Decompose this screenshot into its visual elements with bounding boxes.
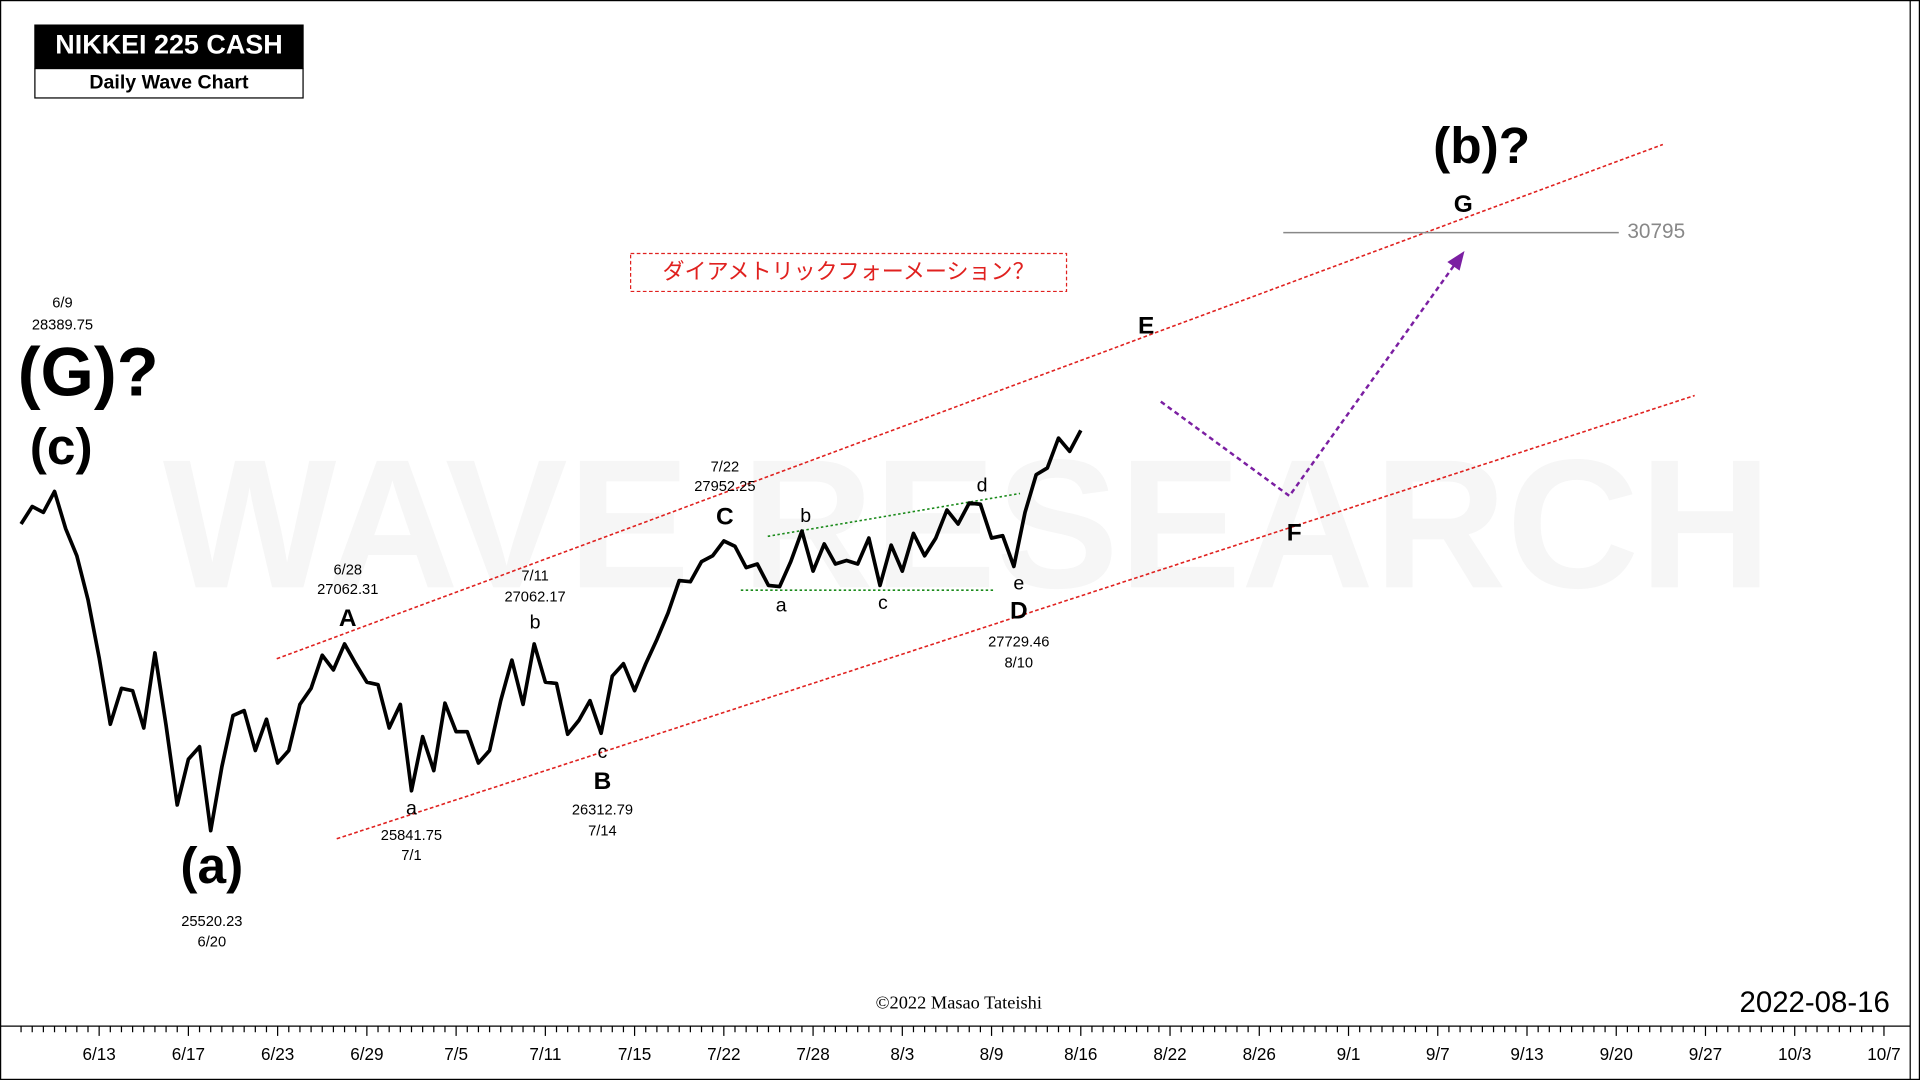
annotation: 6/20 bbox=[198, 935, 227, 951]
projection-path bbox=[1160, 263, 1456, 498]
wave-label: b bbox=[530, 611, 541, 633]
target-level-label: 30795 bbox=[1627, 220, 1685, 243]
x-tick-label: 7/5 bbox=[444, 1044, 468, 1064]
annotation: 27062.17 bbox=[504, 589, 565, 605]
copyright: ©2022 Masao Tateishi bbox=[876, 992, 1042, 1012]
wave-label: (c) bbox=[30, 417, 93, 475]
wave-label: F bbox=[1287, 519, 1302, 546]
wave-label: G bbox=[1454, 191, 1473, 218]
x-tick-label: 7/11 bbox=[529, 1044, 561, 1064]
chart-date: 2022-08-16 bbox=[1740, 986, 1890, 1019]
annotation: 7/11 bbox=[521, 569, 549, 585]
lower-trend-line bbox=[336, 394, 1695, 840]
pattern-label-box bbox=[630, 252, 1068, 293]
x-tick-label: 6/17 bbox=[172, 1044, 205, 1064]
wave-label: a bbox=[776, 594, 787, 616]
annotation: 27952.25 bbox=[694, 479, 755, 495]
watermark: WAVE RESEARCH bbox=[163, 421, 1772, 626]
wave-label: d bbox=[977, 474, 988, 496]
price-line bbox=[19, 429, 1083, 833]
annotation: 28389.75 bbox=[32, 318, 93, 334]
annotation: 25520.23 bbox=[181, 914, 242, 930]
wave-label: B bbox=[594, 768, 612, 795]
chart-subtitle: Daily Wave Chart bbox=[89, 71, 249, 93]
wave-label: A bbox=[339, 605, 357, 632]
x-tick-label: 8/3 bbox=[890, 1044, 914, 1064]
x-tick-label: 8/26 bbox=[1243, 1044, 1276, 1064]
annotation: 26312.79 bbox=[572, 802, 633, 818]
x-tick-label: 8/16 bbox=[1064, 1044, 1097, 1064]
wave-label: (a) bbox=[180, 836, 243, 894]
wave-label: C bbox=[716, 503, 734, 530]
x-tick-label: 9/20 bbox=[1600, 1044, 1633, 1064]
chart-title: NIKKEI 225 CASH bbox=[55, 30, 282, 60]
x-tick-label: 10/3 bbox=[1778, 1044, 1811, 1064]
x-tick-label: 6/13 bbox=[82, 1044, 115, 1064]
x-tick-label: 9/1 bbox=[1337, 1044, 1361, 1064]
annotation: 6/28 bbox=[333, 562, 362, 578]
x-tick-label: 9/7 bbox=[1426, 1044, 1450, 1064]
x-tick-label: 10/7 bbox=[1867, 1044, 1900, 1064]
x-tick-label: 8/9 bbox=[980, 1044, 1004, 1064]
annotation: 7/14 bbox=[588, 823, 617, 839]
wave-label: c bbox=[598, 741, 608, 763]
annotation: 27062.31 bbox=[317, 582, 378, 598]
x-tick-label: 9/27 bbox=[1689, 1044, 1722, 1064]
wave-label: a bbox=[406, 798, 417, 820]
upper-trend-line bbox=[276, 143, 1664, 660]
x-tick-label: 6/29 bbox=[350, 1044, 383, 1064]
wave-label: e bbox=[1013, 572, 1024, 594]
wave-label: (G)? bbox=[18, 333, 159, 410]
x-tick-label: 8/22 bbox=[1153, 1044, 1186, 1064]
x-tick-label: 7/22 bbox=[707, 1044, 740, 1064]
wave-label: (b)? bbox=[1433, 116, 1530, 174]
title-box bbox=[34, 24, 304, 69]
annotation: 25841.75 bbox=[381, 828, 442, 844]
upper-range-line bbox=[767, 492, 1021, 538]
wave-label: D bbox=[1010, 598, 1028, 625]
x-tick-label: 6/23 bbox=[261, 1044, 294, 1064]
annotation: 27729.46 bbox=[988, 635, 1049, 651]
annotation: 7/1 bbox=[401, 848, 421, 864]
annotation: 7/22 bbox=[711, 460, 740, 476]
wave-label: c bbox=[878, 592, 888, 614]
wave-label: E bbox=[1138, 312, 1154, 339]
x-tick-label: 7/15 bbox=[618, 1044, 651, 1064]
projection-arrowhead bbox=[1447, 251, 1465, 271]
annotation: 6/9 bbox=[52, 296, 72, 312]
annotation: 8/10 bbox=[1004, 656, 1033, 672]
x-tick-label: 9/13 bbox=[1510, 1044, 1543, 1064]
pattern-label: ダイアメトリックフォーメーション？ bbox=[663, 259, 1035, 284]
wave-label: b bbox=[800, 505, 811, 527]
subtitle-box bbox=[34, 67, 304, 99]
x-tick-label: 7/28 bbox=[796, 1044, 829, 1064]
